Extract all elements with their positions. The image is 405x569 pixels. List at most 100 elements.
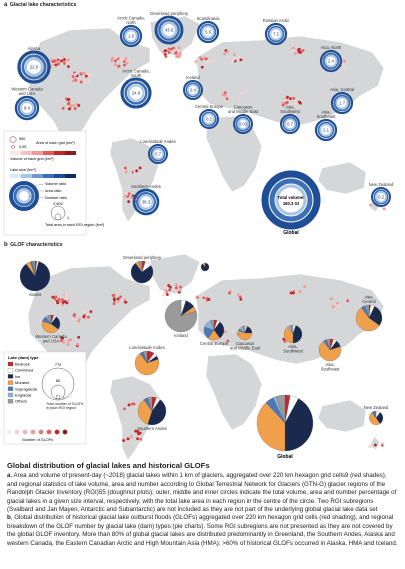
hex-cell (343, 66, 347, 70)
hex-cell (336, 301, 339, 305)
pie-slice (283, 326, 294, 344)
global-donut: Total volume: 160.3 Gt Global (261, 170, 321, 236)
volume-ratio-label: Volume ratio (45, 182, 66, 186)
donut-asia-central: 1.7 (330, 91, 354, 115)
donut-greenland-periphery: 43.6 (154, 15, 184, 45)
world-map-a (27, 15, 385, 223)
donut-value: 0.03 (239, 122, 248, 127)
global-total-label: Total volume: (278, 195, 305, 200)
hex-cell (80, 71, 84, 75)
global-caption-b: Global (277, 454, 293, 460)
hex-cell (195, 295, 199, 299)
hex-cell (111, 293, 115, 297)
pie-slice (237, 330, 253, 341)
dam-type-label: Bedrock (15, 362, 30, 367)
australia-shape-b (317, 399, 367, 433)
hex-cell (65, 301, 69, 305)
hex-cell (237, 98, 240, 102)
number-ratio-label: Number ratio (45, 196, 67, 200)
hex-cell (368, 445, 371, 449)
legend-a: 550 0.05 Area of each grid (km²) Volume … (3, 130, 105, 236)
donut-value: 7.2 (273, 32, 280, 37)
hex-cell (179, 285, 182, 289)
dam-type-label: Combined (15, 368, 33, 373)
donut-value: 22.0 (30, 65, 39, 70)
pie-slice (242, 325, 246, 334)
hex-cell (281, 103, 285, 107)
hex-cell (134, 405, 138, 409)
hex-cell (127, 403, 131, 407)
hex-cell (228, 291, 231, 295)
region-label-b: Greenland periphery (123, 255, 162, 260)
hex-cell (116, 297, 120, 301)
hex-cell (374, 443, 377, 447)
hex-cell (162, 293, 166, 297)
hex-cell (136, 437, 139, 441)
pie-slice (48, 314, 52, 325)
hex-cell (337, 68, 341, 72)
regional-pies (19, 260, 384, 426)
dam-type-label: Others (15, 399, 27, 404)
caption-a-text: , Area and volume of present-day (~2018)… (7, 472, 397, 514)
hex-cell (283, 339, 287, 344)
pie-southern-andes (137, 396, 167, 426)
panel-b-label: b (4, 242, 8, 248)
pie-caucasus-and-middle-east (237, 325, 253, 341)
pie-slice (318, 340, 342, 362)
hex-cell (239, 58, 243, 62)
hex-cell (66, 342, 70, 346)
hex-cell (343, 59, 346, 63)
glacial-lake-map: 22.0 1.9 43.6 5.6 7.2 2.4 8.4 24.9 2.4 0.2 0.03 0.7… (3, 11, 394, 236)
volume-swatch (54, 151, 65, 155)
hex-cell (61, 106, 65, 110)
global-caption-a: Global (283, 230, 299, 236)
hex-cell (74, 72, 77, 76)
hex-cell (165, 286, 169, 290)
volume-swatch (32, 151, 43, 155)
hex-cell (57, 56, 61, 60)
hex-cell (238, 295, 242, 299)
south-america-shape-b (109, 375, 161, 461)
hex-cell (69, 338, 73, 342)
lake-size-swatch (21, 174, 32, 178)
global-total-value: 160.3 Gt (283, 201, 300, 206)
region-label-b: New Zealand (364, 405, 389, 410)
hex-cell (57, 59, 61, 63)
hex-cell (201, 293, 205, 297)
dam-type-swatch (7, 399, 14, 404)
pie-western-canada-and-usa (41, 314, 61, 334)
dam-type-label: Ice (15, 374, 21, 379)
region-label: Western Canada and USA (11, 87, 43, 97)
hex-cell (166, 292, 169, 297)
dam-type-swatch (7, 368, 14, 373)
global-pie: Global (256, 394, 314, 460)
region-label: Arctic Canada, north (117, 16, 144, 26)
hex-cell (301, 48, 305, 53)
hex-cell (117, 64, 120, 68)
donut-value: 24.9 (132, 91, 141, 96)
grid-area-min: 0.05 (19, 145, 26, 149)
hex-cell (167, 51, 171, 55)
hex-cell (231, 58, 235, 63)
hex-cell (64, 293, 68, 297)
region-label: Arctic Canada, south (122, 69, 149, 79)
hex-cell (69, 104, 73, 108)
hex-cell (67, 102, 70, 106)
hex-cell (172, 46, 175, 50)
hex-cell (239, 91, 243, 95)
donut-caucasus-and-middle-east: 0.03 (233, 114, 253, 134)
region-label: Asia, Southeast (317, 110, 337, 120)
hex-cell (226, 339, 230, 343)
hex-cell (175, 55, 178, 59)
hex-cell (382, 207, 386, 211)
hex-cell (114, 59, 117, 63)
glof-scale-cell (54, 429, 60, 435)
pie-new-zealand (369, 410, 384, 425)
hex-cell (138, 166, 142, 170)
pie-low-latitude-andes (134, 350, 160, 376)
hex-cell (292, 291, 295, 295)
dam-type-title: Lake (dam) type (8, 355, 39, 360)
region-label-b: Asia, Southeast (321, 362, 341, 372)
dam-type-swatch (7, 374, 14, 379)
